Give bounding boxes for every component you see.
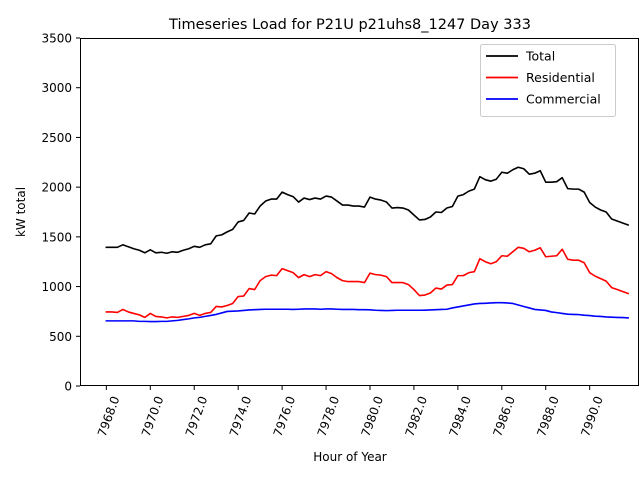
- legend-label-residential: Residential: [526, 70, 595, 85]
- x-tick-label: 7976.0: [271, 394, 299, 438]
- y-tick-label: 0: [64, 380, 72, 394]
- y-tick-label: 1000: [41, 280, 72, 294]
- legend-label-commercial: Commercial: [526, 92, 601, 107]
- y-tick-label: 1500: [41, 230, 72, 244]
- x-tick-label: 7982.0: [402, 394, 430, 438]
- x-tick-label: 7974.0: [227, 394, 255, 438]
- x-tick-label: 7968.0: [95, 394, 123, 438]
- x-axis-ticks: 7968.0 7970.0 7972.0 7974.0 7976.0 7978.0 7980…: [95, 386, 606, 439]
- legend: Total Residential Commercial: [480, 44, 616, 117]
- x-tick-label: 7990.0: [578, 394, 606, 438]
- x-tick-label: 7988.0: [534, 394, 562, 438]
- y-tick-label: 500: [49, 330, 72, 344]
- plot-frame: [80, 38, 639, 386]
- y-axis-label: kW total: [14, 187, 28, 237]
- x-tick-label: 7970.0: [139, 394, 167, 438]
- y-axis-ticks: 0 500 1000 1500 2000 2500 3000 3500: [41, 32, 80, 394]
- x-axis-label: Hour of Year: [313, 450, 387, 464]
- chart-title: Timeseries Load for P21U p21uhs8_1247 Da…: [168, 17, 531, 33]
- y-tick-label: 2000: [41, 181, 72, 195]
- x-tick-label: 7972.0: [183, 394, 211, 438]
- series-layer: [105, 166, 630, 323]
- series-line-residential: [105, 246, 630, 319]
- series-line-commercial: [105, 301, 629, 323]
- x-tick-label: 7978.0: [315, 394, 343, 438]
- x-tick-label: 7986.0: [490, 394, 518, 438]
- x-tick-label: 7984.0: [446, 394, 474, 438]
- x-tick-label: 7980.0: [359, 394, 387, 438]
- legend-label-total: Total: [525, 49, 555, 64]
- y-tick-label: 3500: [41, 32, 72, 46]
- y-tick-label: 2500: [41, 131, 72, 145]
- y-tick-label: 3000: [41, 81, 72, 95]
- series-line-total: [105, 166, 630, 255]
